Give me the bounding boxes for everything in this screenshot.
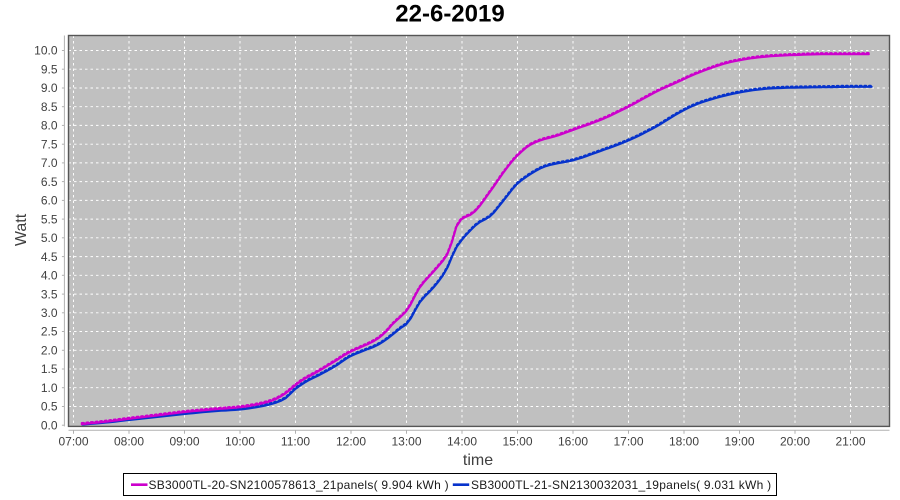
svg-text:13:00: 13:00 <box>391 434 421 448</box>
svg-text:7.5: 7.5 <box>41 137 58 151</box>
svg-text:22-6-2019: 22-6-2019 <box>395 1 504 28</box>
svg-text:08:00: 08:00 <box>114 434 144 448</box>
svg-text:2.5: 2.5 <box>41 325 58 339</box>
svg-text:2.0: 2.0 <box>41 344 58 358</box>
svg-text:4.0: 4.0 <box>41 269 58 283</box>
svg-text:18:00: 18:00 <box>669 434 699 448</box>
svg-text:09:00: 09:00 <box>169 434 199 448</box>
svg-text:0.0: 0.0 <box>41 418 58 432</box>
svg-text:5.5: 5.5 <box>41 212 58 226</box>
svg-text:21:00: 21:00 <box>835 434 865 448</box>
svg-text:1.5: 1.5 <box>41 362 58 376</box>
svg-text:3.0: 3.0 <box>41 306 58 320</box>
svg-text:Watt: Watt <box>13 213 30 246</box>
svg-text:3.5: 3.5 <box>41 287 58 301</box>
svg-text:7.0: 7.0 <box>41 156 58 170</box>
svg-text:6.0: 6.0 <box>41 194 58 208</box>
svg-text:16:00: 16:00 <box>558 434 588 448</box>
svg-text:15:00: 15:00 <box>502 434 532 448</box>
svg-text:07:00: 07:00 <box>58 434 88 448</box>
svg-text:SB3000TL-21-SN2130032031_19pan: SB3000TL-21-SN2130032031_19panels( 9.031… <box>471 478 771 492</box>
svg-text:SB3000TL-20-SN2100578613_21pan: SB3000TL-20-SN2100578613_21panels( 9.904… <box>149 478 449 492</box>
svg-text:17:00: 17:00 <box>613 434 643 448</box>
svg-text:1.0: 1.0 <box>41 381 58 395</box>
svg-text:4.5: 4.5 <box>41 250 58 264</box>
svg-text:19:00: 19:00 <box>724 434 754 448</box>
svg-text:5.0: 5.0 <box>41 231 58 245</box>
svg-text:10:00: 10:00 <box>225 434 255 448</box>
svg-text:8.0: 8.0 <box>41 119 58 133</box>
svg-text:9.0: 9.0 <box>41 81 58 95</box>
svg-text:12:00: 12:00 <box>336 434 366 448</box>
svg-text:20:00: 20:00 <box>780 434 810 448</box>
svg-text:8.5: 8.5 <box>41 100 58 114</box>
svg-text:0.5: 0.5 <box>41 400 58 414</box>
svg-text:time: time <box>463 452 493 469</box>
svg-text:11:00: 11:00 <box>281 434 310 448</box>
svg-text:14:00: 14:00 <box>447 434 477 448</box>
svg-text:9.5: 9.5 <box>41 62 58 76</box>
svg-text:6.5: 6.5 <box>41 175 58 189</box>
svg-text:10.0: 10.0 <box>34 44 58 58</box>
